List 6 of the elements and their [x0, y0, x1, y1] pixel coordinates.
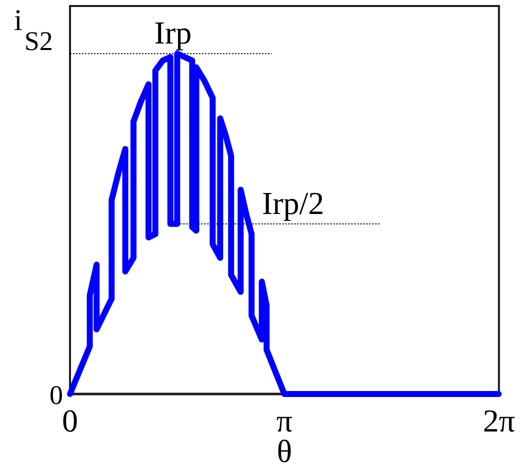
ref-line-label: Irp/2 [262, 184, 324, 221]
text: 0 [50, 380, 63, 410]
ref-line-label: Irp [154, 14, 192, 51]
y-axis-title: i$_{S2}$ [14, 4, 53, 56]
x-tick-label: 2π [482, 402, 515, 439]
x-tick-label: 0 [62, 402, 78, 439]
